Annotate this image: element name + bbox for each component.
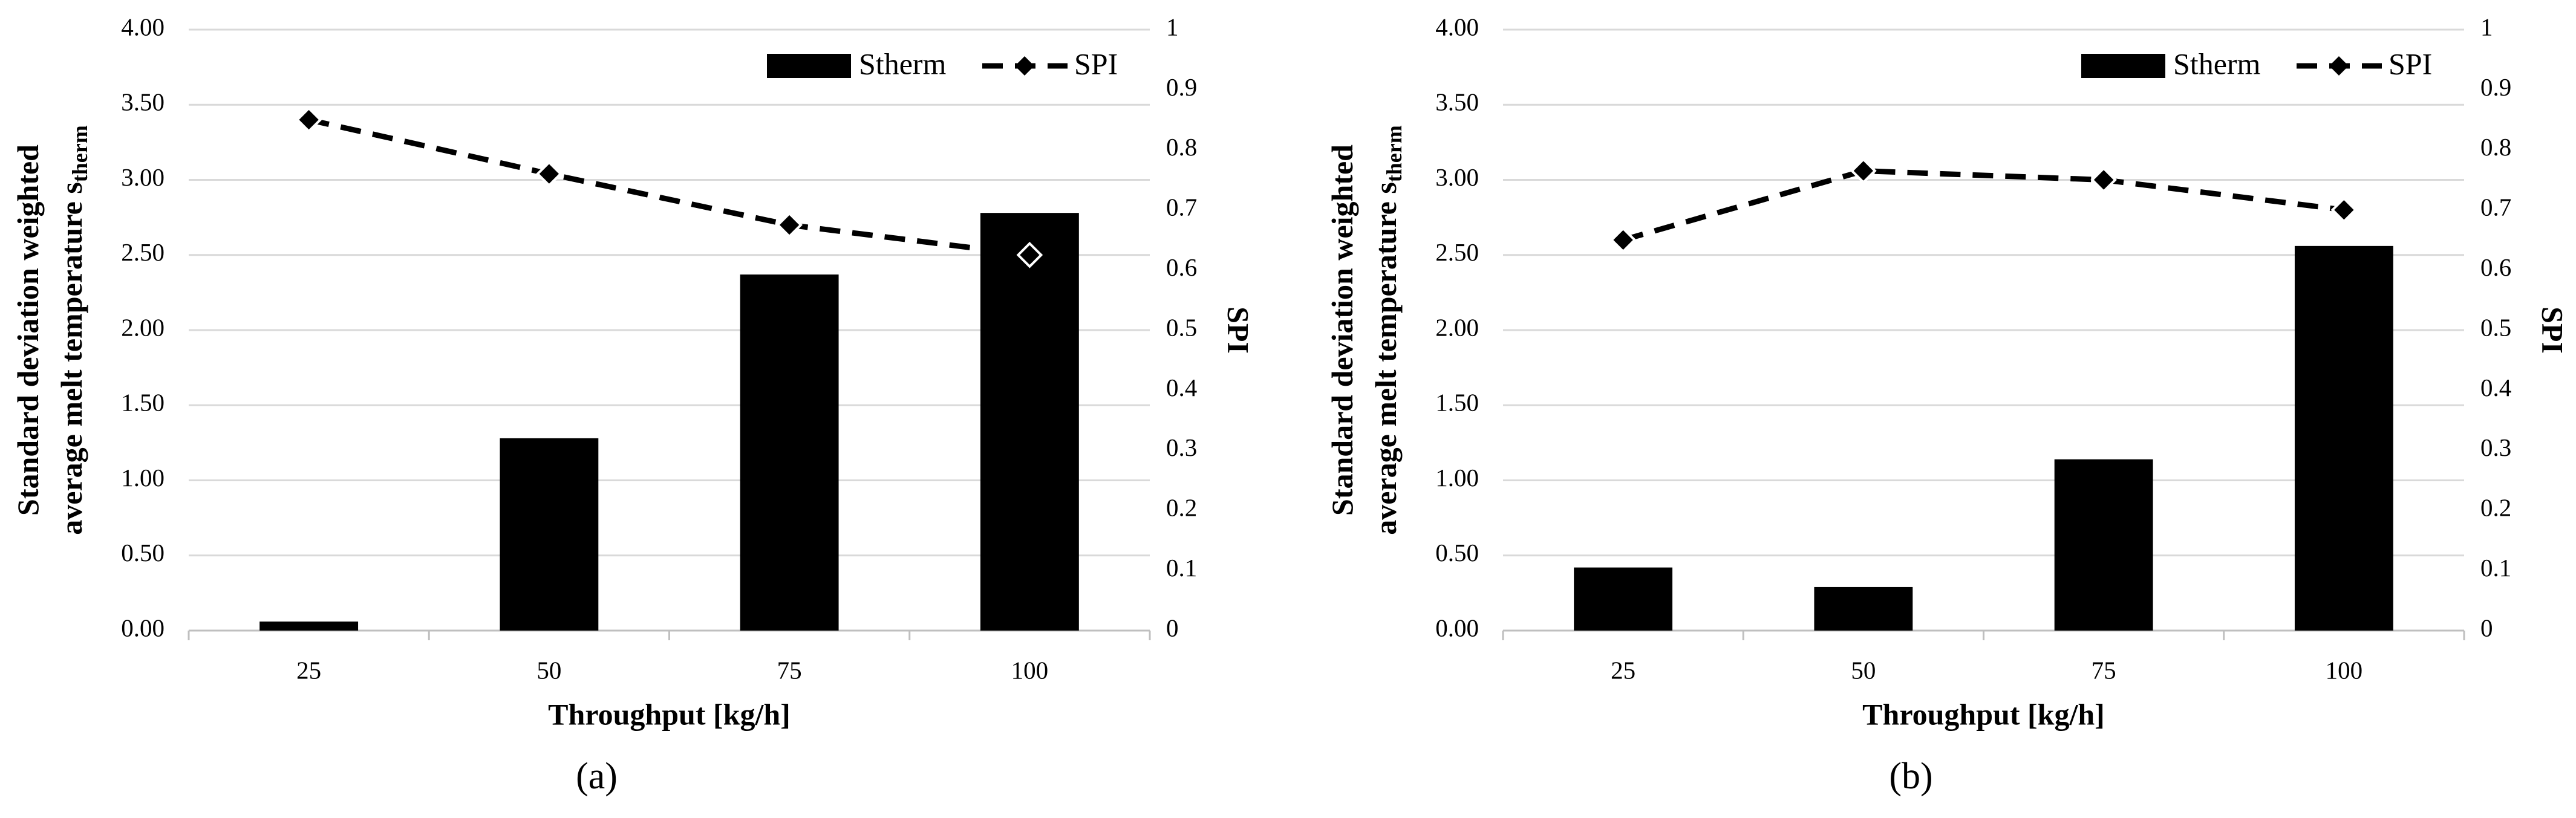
spi-line	[1622, 168, 2344, 243]
y-tick-label: 3.00	[121, 163, 165, 191]
y2-tick-label: 0.6	[2480, 253, 2511, 281]
x-tick-label: 25	[296, 656, 321, 684]
y2-tick-label: 1	[1166, 13, 1179, 41]
y-tick-label: 1.50	[1435, 389, 1479, 417]
y2-tick-label: 0.7	[2480, 193, 2511, 221]
x-tick-label: 25	[1611, 656, 1635, 684]
spi-marker	[536, 160, 562, 187]
spi-marker	[1016, 241, 1043, 268]
spi-marker	[1609, 227, 1637, 253]
bar	[1574, 567, 1673, 631]
y2-tick-label: 0.4	[1166, 374, 1197, 401]
y2-tick-label: 0.6	[1166, 253, 1197, 281]
y2-tick-label: 0.9	[2480, 73, 2511, 101]
y-tick-label: 1.00	[1435, 464, 1479, 492]
y2-tick-label: 1	[2480, 13, 2493, 41]
y2-tick-label: 0.5	[2480, 313, 2511, 341]
bar	[980, 213, 1079, 631]
spi-marker	[2090, 166, 2117, 193]
x-tick-label: 50	[536, 656, 561, 684]
bar	[500, 438, 599, 631]
y2-tick-label: 0.2	[1166, 494, 1197, 522]
y-tick-label: 3.50	[1435, 88, 1479, 116]
y2-tick-label: 0.4	[2480, 374, 2511, 401]
y-tick-label: 3.50	[121, 88, 165, 116]
y-axis-title: Standard deviation weighted	[1325, 144, 1359, 516]
x-tick-label: 100	[1011, 656, 1049, 684]
y-axis-title: average melt temperature stherm	[1369, 125, 1406, 535]
y-tick-label: 4.00	[121, 13, 165, 41]
y2-tick-label: 0.2	[2480, 494, 2511, 522]
y-axis-title-text: average melt temperature s	[1369, 182, 1403, 535]
spi-marker	[2330, 196, 2358, 224]
y2-tick-label: 0.9	[1166, 73, 1197, 101]
y2-tick-label: 0	[2480, 614, 2493, 641]
y-tick-label: 4.00	[1435, 13, 1479, 41]
y-tick-label: 3.00	[1435, 163, 1479, 191]
x-axis-title: Throughput [kg/h]	[1862, 697, 2105, 731]
legend-swatch	[767, 54, 851, 78]
y2-tick-label: 0	[1166, 614, 1179, 641]
y2-tick-label: 0.3	[2480, 433, 2511, 461]
y-tick-label: 2.50	[121, 238, 165, 266]
y-tick-label: 2.50	[1435, 238, 1479, 266]
legend-label: SPI	[2389, 47, 2432, 80]
y2-tick-label: 0.1	[2480, 554, 2511, 582]
y-axis-title-text: average melt temperature s	[54, 182, 88, 535]
y-axis-title-subscript: therm	[68, 125, 92, 182]
y2-tick-label: 0.1	[1166, 554, 1197, 582]
chart-panel: 0.00 0.50 1.00 1.50 2.00 2.50 3.00 3.50 4.00 0 0.1…	[11, 13, 1255, 797]
y-axis-title: Standard deviation weighted	[11, 144, 45, 516]
y-axis-title-subscript: therm	[1382, 125, 1406, 182]
bar	[1814, 586, 1913, 631]
y-axis-title-text: Standard deviation weighted	[11, 144, 45, 516]
legend-label: SPI	[1074, 47, 1118, 80]
y2-tick-label: 0.3	[1166, 433, 1197, 461]
y-tick-label: 2.00	[121, 313, 165, 341]
y2-tick-label: 0.8	[1166, 133, 1197, 161]
spi-marker	[295, 106, 322, 133]
y2-axis-title: SPI	[1222, 307, 1256, 354]
y-tick-label: 1.50	[121, 389, 165, 417]
x-tick-label: 100	[2326, 656, 2363, 684]
chart-panel: 0.00 0.50 1.00 1.50 2.00 2.50 3.00 3.50 4.00 0 0.1…	[1325, 13, 2569, 797]
legend-swatch	[2081, 54, 2165, 78]
y-tick-label: 0.00	[1435, 614, 1479, 641]
y-tick-label: 1.00	[121, 464, 165, 492]
x-tick-label: 75	[777, 656, 802, 684]
y2-tick-label: 0.5	[1166, 313, 1197, 341]
bar	[740, 274, 839, 631]
y-tick-label: 0.50	[1435, 539, 1479, 566]
x-tick-label: 75	[2092, 656, 2116, 684]
legend-label: Stherm	[859, 47, 947, 80]
x-tick-label: 50	[1851, 656, 1876, 684]
y-axis-title-text: Standard deviation weighted	[1325, 144, 1359, 516]
panel-caption: (a)	[576, 756, 618, 797]
bar	[259, 622, 359, 631]
x-axis-title: Throughput [kg/h]	[548, 697, 791, 731]
y2-tick-label: 0.8	[2480, 133, 2511, 161]
spi-marker	[776, 212, 803, 238]
spi-line	[308, 117, 1030, 258]
spi-marker	[1850, 157, 1877, 184]
bar	[2294, 245, 2393, 631]
panel-caption: (b)	[1889, 756, 1932, 797]
y2-axis-title: SPI	[2536, 307, 2570, 354]
legend-marker	[1015, 56, 1034, 76]
y-tick-label: 0.00	[121, 614, 165, 641]
legend-label: Stherm	[2173, 47, 2261, 80]
y-axis-title: average melt temperature stherm	[54, 125, 92, 535]
y-tick-label: 0.50	[121, 539, 165, 566]
y-tick-label: 2.00	[1435, 313, 1479, 341]
y2-tick-label: 0.7	[1166, 193, 1197, 221]
legend-marker	[2329, 56, 2349, 76]
bar	[2054, 459, 2153, 631]
